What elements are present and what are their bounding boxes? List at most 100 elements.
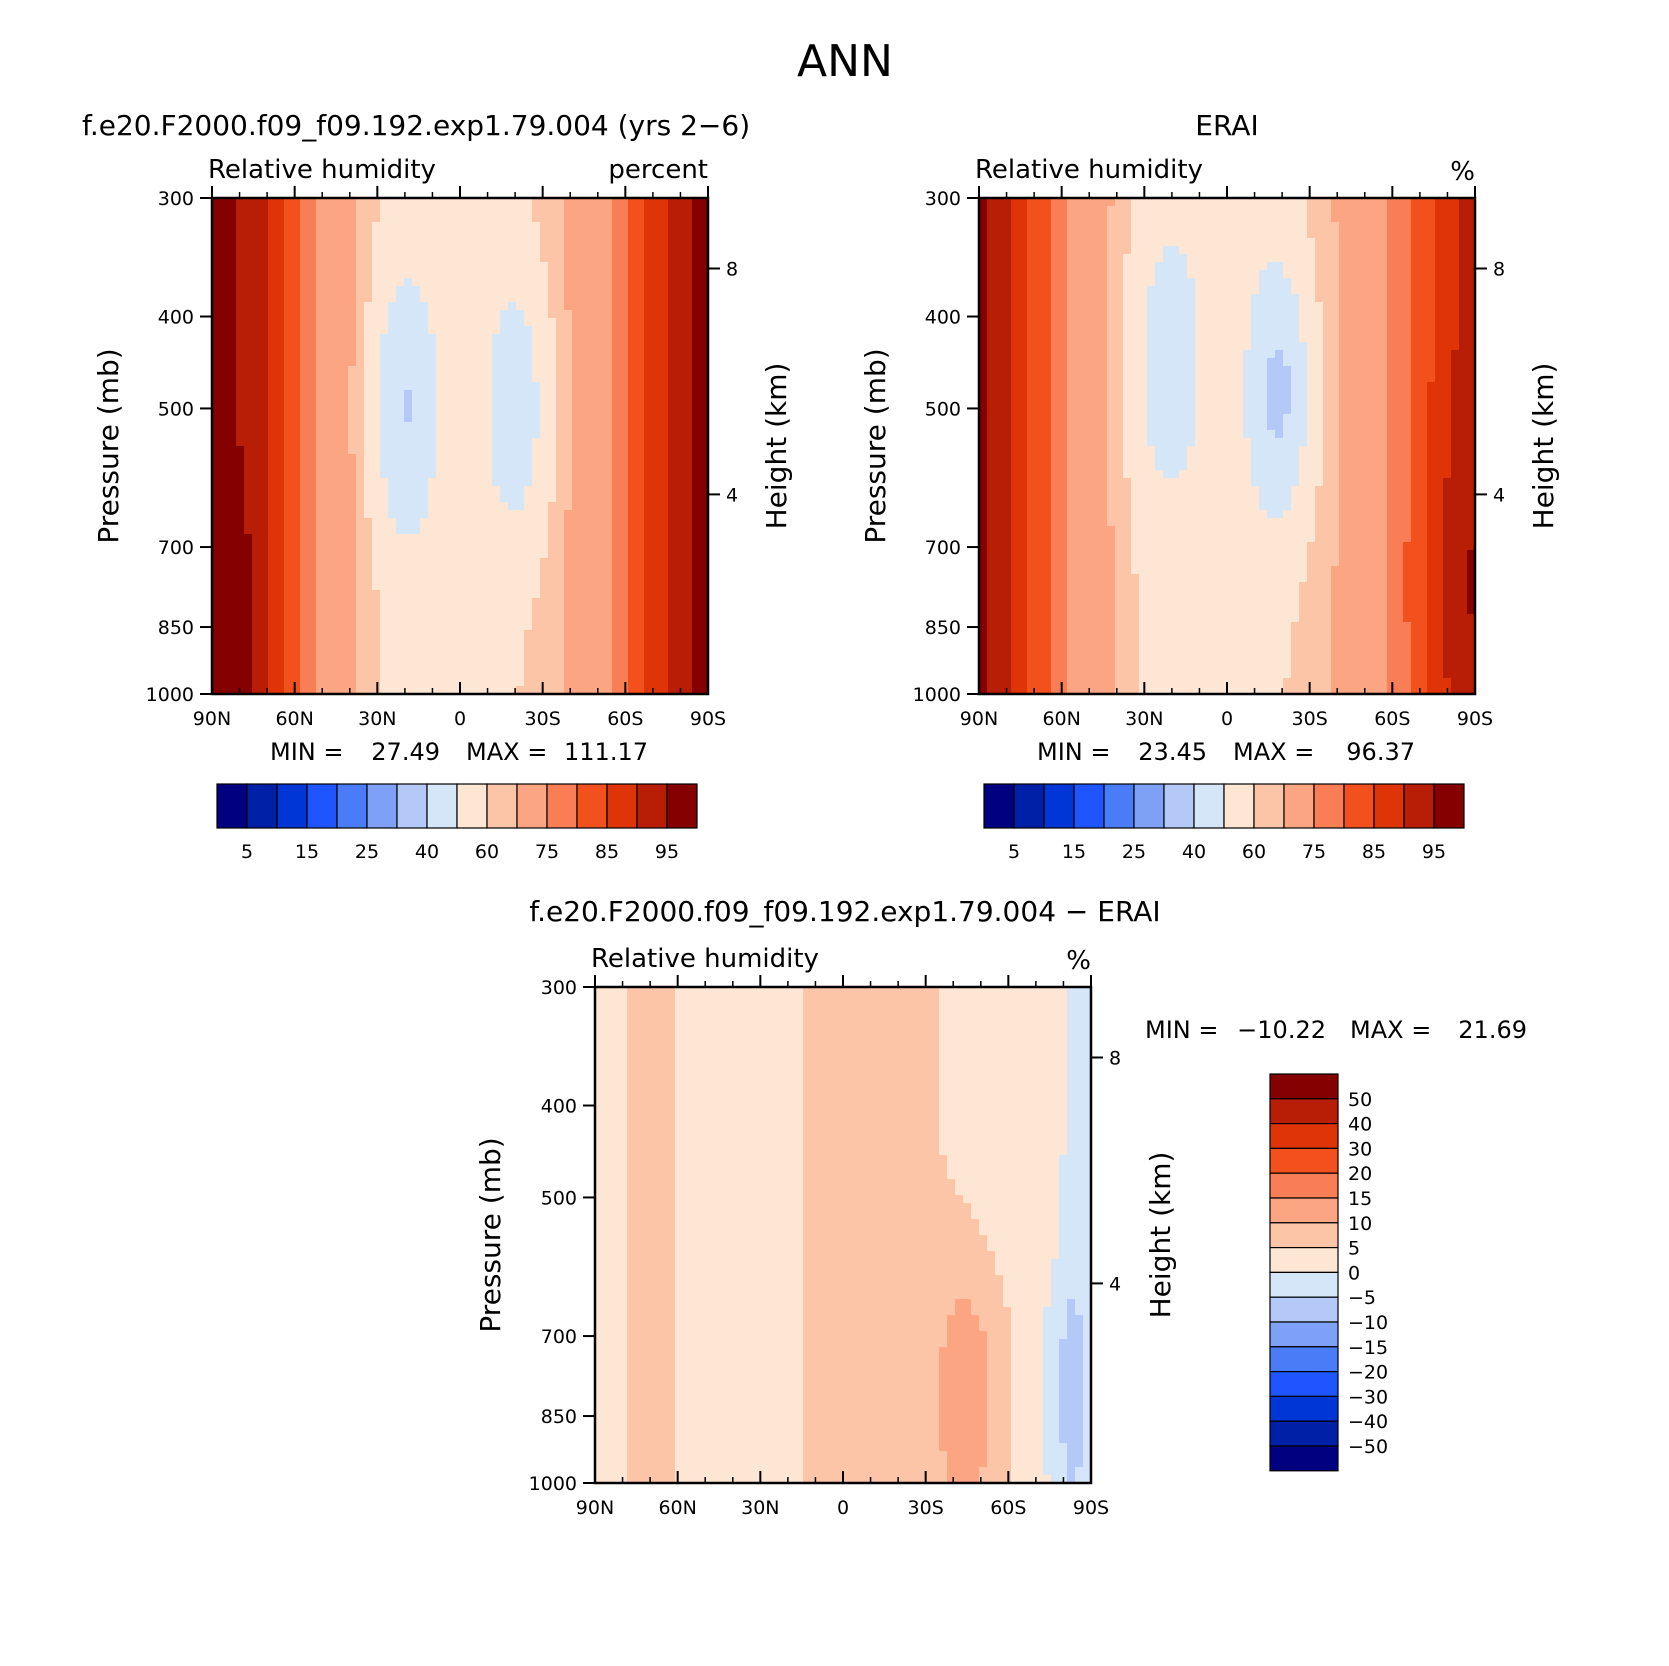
contour-cell xyxy=(468,510,477,519)
contour-cell xyxy=(1187,302,1196,311)
contour-cell xyxy=(588,198,597,207)
contour-cell xyxy=(1243,286,1252,295)
contour-cell xyxy=(684,270,693,279)
contour-cell xyxy=(500,446,509,455)
contour-cell xyxy=(356,230,365,239)
contour-cell xyxy=(532,590,541,599)
contour-cell xyxy=(260,214,269,223)
contour-cell xyxy=(700,454,708,463)
contour-cell xyxy=(668,486,677,495)
contour-cell xyxy=(1451,238,1460,247)
contour-cell xyxy=(1403,302,1412,311)
contour-cell xyxy=(292,574,301,583)
contour-cell xyxy=(492,494,501,503)
contour-cell xyxy=(292,254,301,263)
contour-cell xyxy=(604,358,613,367)
contour-cell xyxy=(396,414,405,423)
contour-cell xyxy=(1355,254,1364,263)
contour-cell xyxy=(364,222,373,231)
contour-cell xyxy=(316,502,325,511)
contour-cell xyxy=(580,206,589,215)
contour-cell xyxy=(548,198,557,207)
contour-cell xyxy=(1051,206,1060,215)
contour-cell xyxy=(516,222,525,231)
contour-cell xyxy=(540,462,549,471)
contour-cell xyxy=(508,422,517,431)
contour-cell xyxy=(228,310,237,319)
contour-cell xyxy=(468,518,477,527)
contour-cell xyxy=(580,606,589,615)
contour-cell xyxy=(468,246,477,255)
contour-cell xyxy=(428,342,437,351)
contour-cell xyxy=(644,414,653,423)
contour-cell xyxy=(1411,214,1420,223)
contour-cell xyxy=(540,270,549,279)
contour-cell xyxy=(572,302,581,311)
contour-cell xyxy=(1059,302,1068,311)
contour-cell xyxy=(1395,326,1404,335)
contour-cell xyxy=(220,566,229,575)
contour-cell xyxy=(644,526,653,535)
contour-cell xyxy=(1259,318,1268,327)
contour-cell xyxy=(660,262,669,271)
contour-cell xyxy=(588,686,597,694)
contour-cell xyxy=(356,310,365,319)
contour-cell xyxy=(276,622,285,631)
contour-cell xyxy=(460,222,469,231)
contour-cell xyxy=(995,222,1004,231)
contour-cell xyxy=(644,278,653,287)
contour-cell xyxy=(1019,214,1028,223)
contour-cell xyxy=(356,630,365,639)
contour-cell xyxy=(420,310,429,319)
contour-cell xyxy=(260,422,269,431)
contour-cell xyxy=(1123,302,1132,311)
contour-cell xyxy=(324,638,333,647)
contour-cell xyxy=(508,526,517,535)
contour-cell xyxy=(1179,198,1188,207)
contour-cell xyxy=(508,294,517,303)
contour-cell xyxy=(1339,214,1348,223)
contour-cell xyxy=(436,318,445,327)
contour-cell xyxy=(516,294,525,303)
contour-cell xyxy=(316,558,325,567)
colorbar-label: 15 xyxy=(295,841,319,863)
contour-cell xyxy=(292,678,301,687)
contour-cell xyxy=(212,590,221,599)
contour-cell xyxy=(532,270,541,279)
contour-cell xyxy=(644,638,653,647)
contour-cell xyxy=(612,302,621,311)
contour-cell xyxy=(1211,302,1220,311)
contour-cell xyxy=(1299,254,1308,263)
contour-cell xyxy=(252,678,261,687)
contour-cell xyxy=(1451,254,1460,263)
contour-cell xyxy=(420,550,429,559)
contour-cell xyxy=(460,382,469,391)
contour-cell xyxy=(516,574,525,583)
contour-cell xyxy=(476,318,485,327)
contour-cell xyxy=(987,238,996,247)
contour-cell xyxy=(660,230,669,239)
contour-cell xyxy=(1131,214,1140,223)
contour-cell xyxy=(572,534,581,543)
contour-cell xyxy=(588,638,597,647)
contour-cell xyxy=(692,662,701,671)
contour-cell xyxy=(1467,230,1475,239)
contour-cell xyxy=(284,598,293,607)
contour-cell xyxy=(596,566,605,575)
contour-cell xyxy=(668,470,677,479)
contour-cell xyxy=(540,438,549,447)
contour-cell xyxy=(532,558,541,567)
contour-cell xyxy=(340,638,349,647)
contour-cell xyxy=(476,470,485,479)
contour-cell xyxy=(1059,310,1068,319)
contour-cell xyxy=(340,486,349,495)
contour-cell xyxy=(692,430,701,439)
contour-cell xyxy=(236,518,245,527)
contour-cell xyxy=(276,430,285,439)
contour-cell xyxy=(1171,246,1180,255)
contour-cell xyxy=(484,302,493,311)
contour-cell xyxy=(500,238,509,247)
contour-cell xyxy=(1347,198,1356,207)
contour-cell xyxy=(380,582,389,591)
contour-cell xyxy=(220,222,229,231)
